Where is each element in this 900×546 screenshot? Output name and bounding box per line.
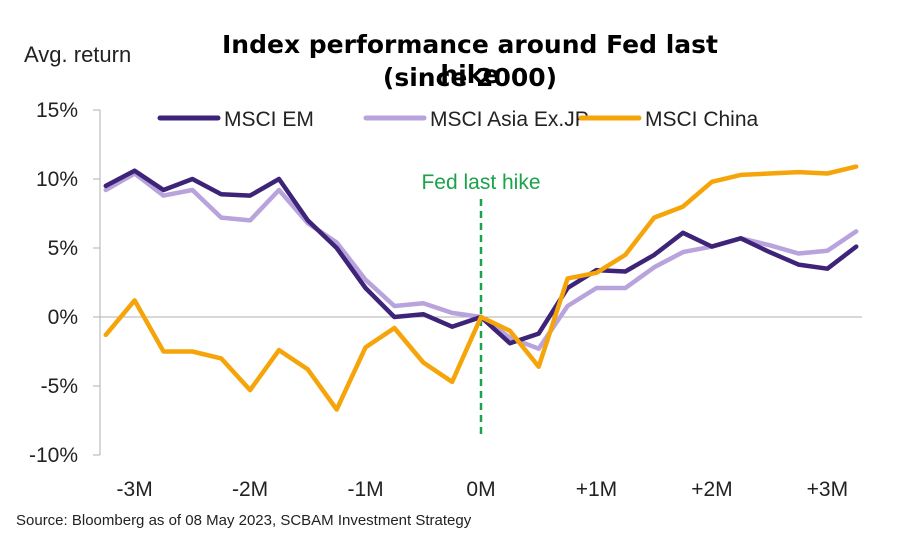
y-tick-label: -5%	[41, 375, 78, 398]
y-tick-label: 5%	[48, 237, 78, 260]
y-tick-label: 10%	[36, 168, 78, 191]
legend-label: MSCI EM	[224, 108, 314, 131]
legend: MSCI EM MSCI Asia Ex.JP MSCI China	[157, 108, 759, 131]
x-tick-label: +2M	[691, 478, 732, 500]
x-tick-label: -3M	[117, 478, 153, 500]
series-layer	[103, 164, 859, 412]
y-tick-label: 15%	[36, 99, 78, 122]
x-tick-label: +1M	[576, 478, 617, 500]
x-tick-label: -2M	[232, 478, 268, 500]
chart-title: Index performance around Fed last hike	[222, 30, 718, 89]
annotation-layer: Fed last hike	[421, 171, 541, 437]
legend-label: MSCI China	[645, 108, 759, 131]
x-tick-label: 0M	[466, 478, 495, 500]
y-axis-label: Avg. return	[24, 42, 132, 67]
source-note: Source: Bloomberg as of 08 May 2023, SCB…	[16, 512, 472, 529]
chart-subtitle: (since 2000)	[382, 63, 558, 92]
x-tick-label: +3M	[807, 478, 848, 500]
fed-last-hike-label: Fed last hike	[421, 171, 540, 194]
line-chart: 15% 10% 5% 0% -5% -10% -3M -2M -1M 0M +1M +2M +3M MS…	[29, 99, 862, 500]
y-tick-label: -10%	[29, 444, 78, 467]
legend-label: MSCI Asia Ex.JP	[430, 108, 589, 131]
x-tick-label: -1M	[347, 478, 383, 500]
y-tick-label: 0%	[48, 306, 78, 329]
series-line-msci-china	[103, 164, 859, 412]
axes: 15% 10% 5% 0% -5% -10% -3M -2M -1M 0M +1M +2M +3M	[29, 99, 862, 500]
